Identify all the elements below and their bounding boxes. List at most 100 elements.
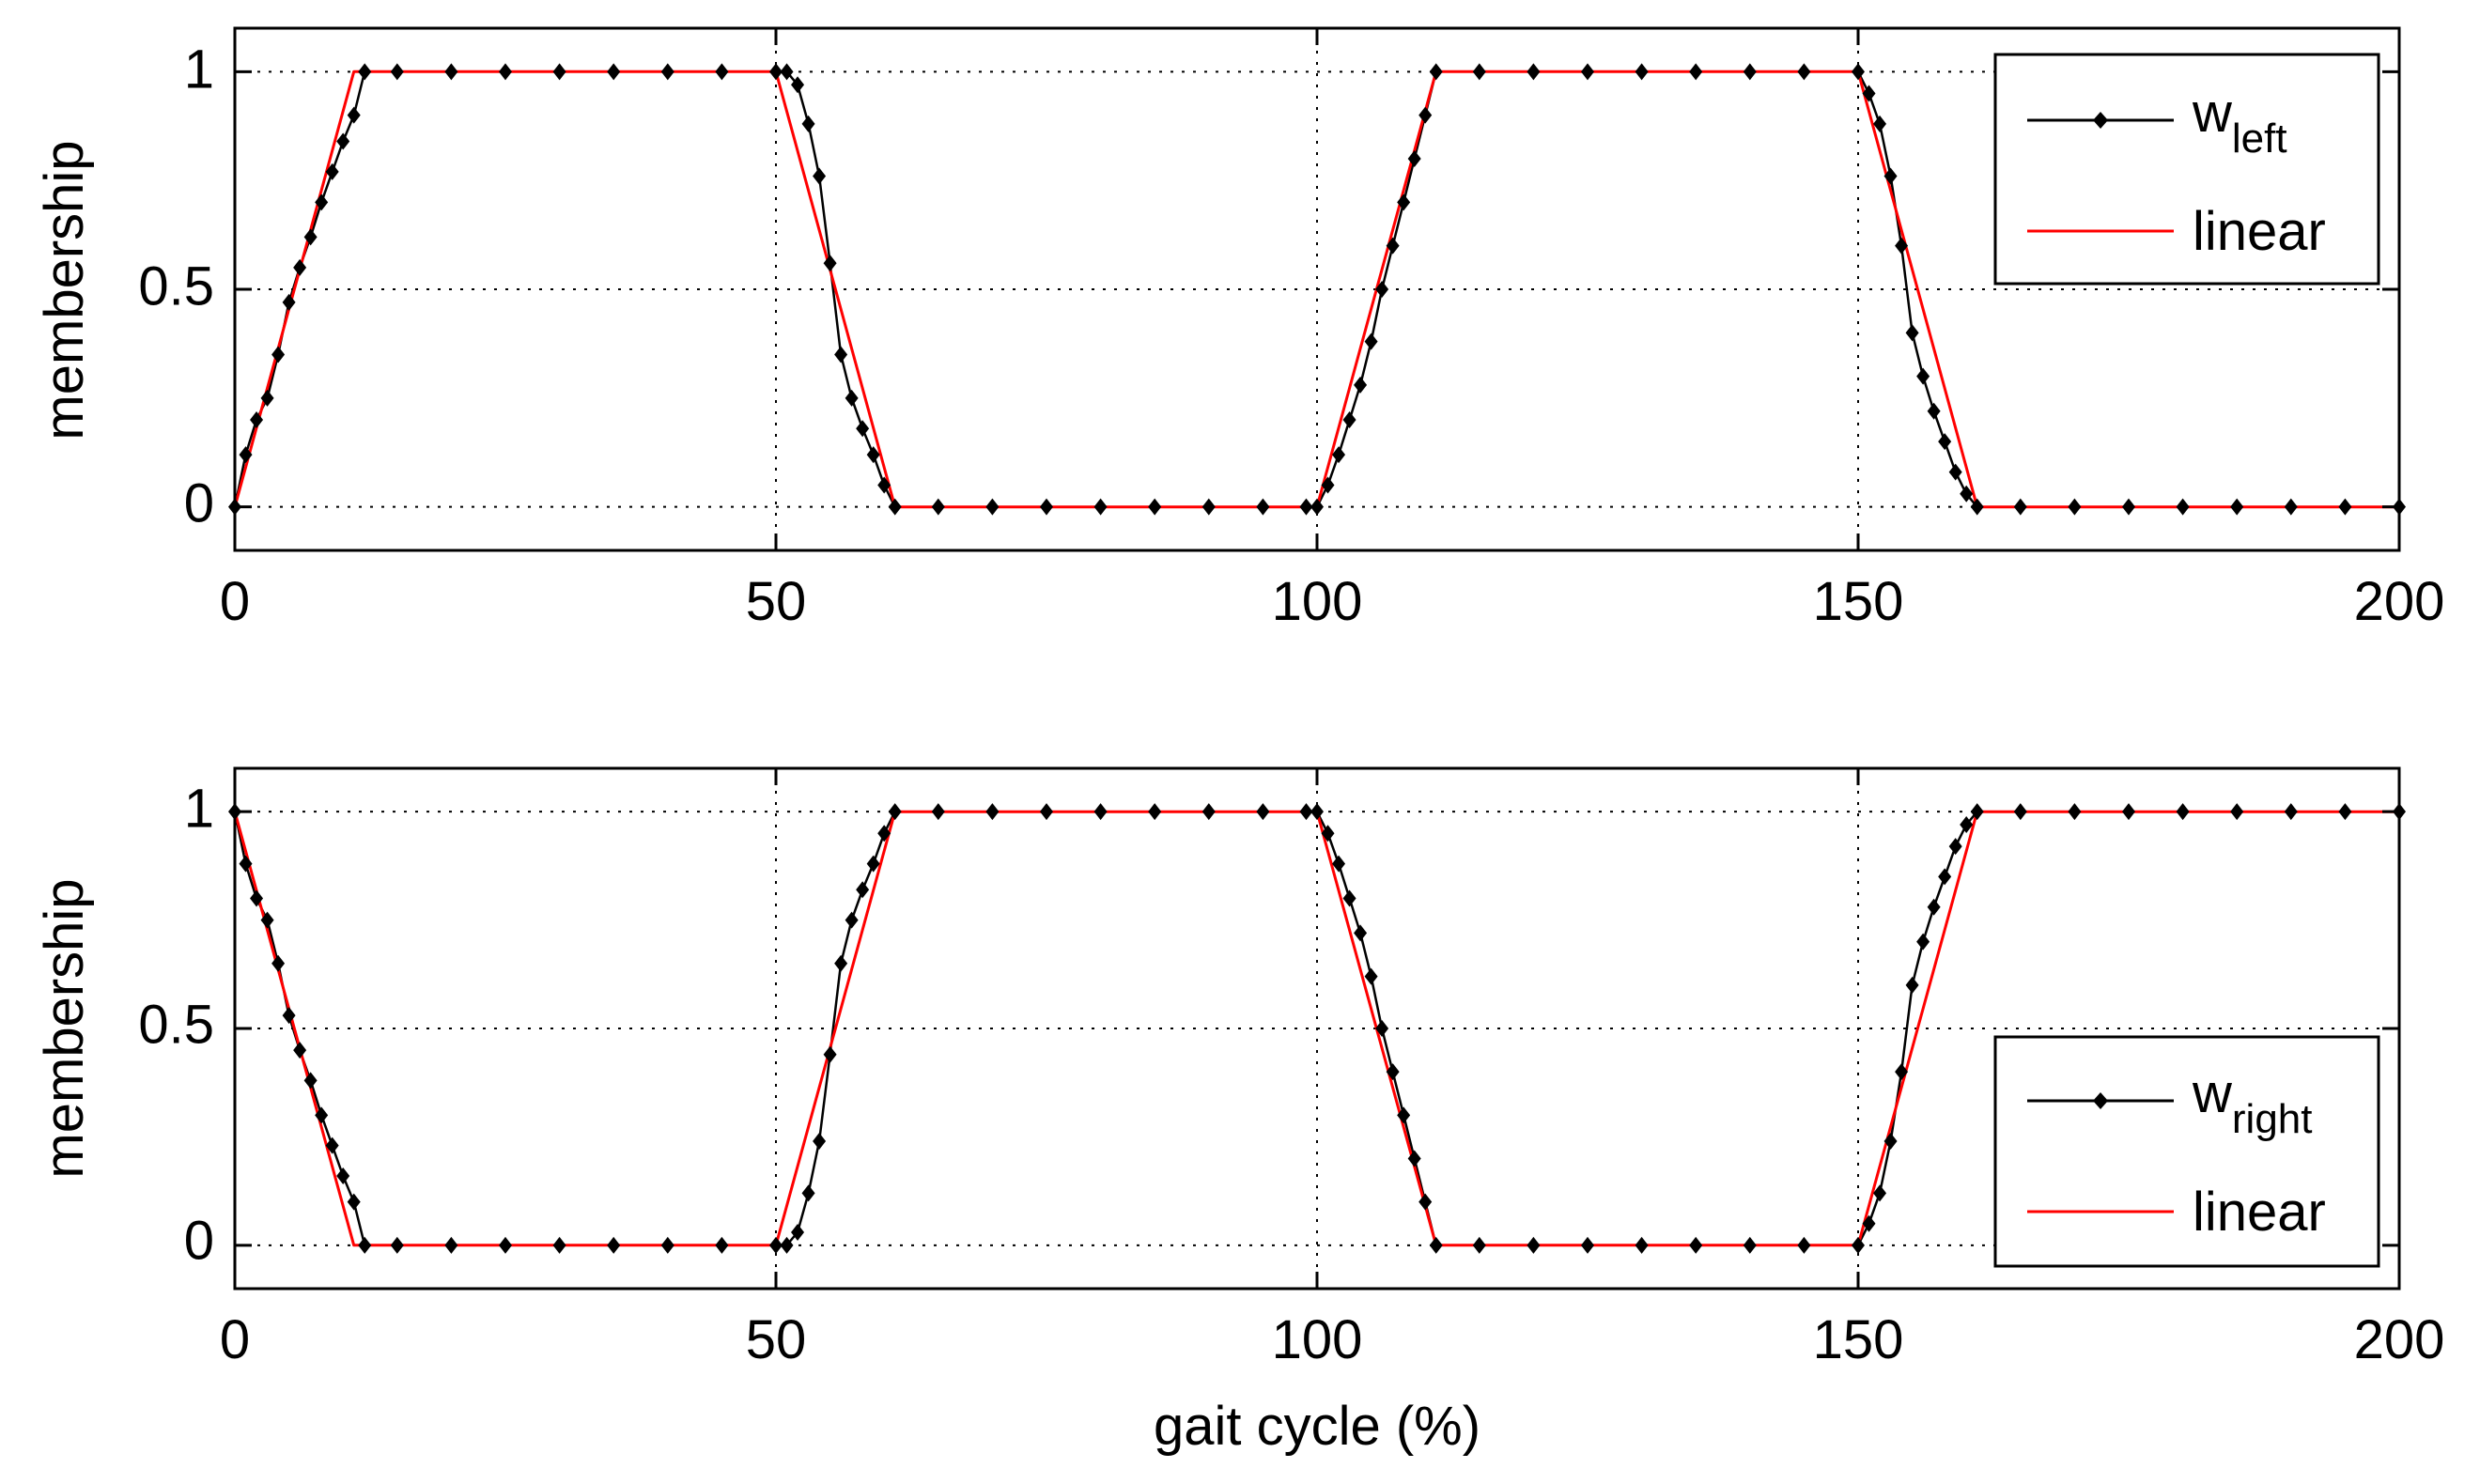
top-legend-box xyxy=(1993,53,2380,286)
top-x-tick-label: 100 xyxy=(1272,571,1363,632)
top-data-point-w-left xyxy=(1970,498,1984,516)
bottom-data-point-w-right xyxy=(1375,1020,1389,1037)
top-data-point-w-left xyxy=(239,446,253,464)
top-data-point-w-left xyxy=(2068,498,2082,516)
bottom-data-point-w-right xyxy=(325,1136,339,1154)
bottom-data-point-w-right xyxy=(1321,825,1335,842)
bottom-x-tick-label: 50 xyxy=(746,1309,807,1370)
bottom-data-point-w-right xyxy=(1386,1063,1400,1081)
x-axis-title: gait cycle (%) xyxy=(1154,1396,1480,1457)
top-data-point-w-left xyxy=(607,63,621,81)
bottom-data-point-w-right xyxy=(1407,1150,1421,1167)
bottom-data-point-w-right xyxy=(1905,976,1919,994)
top-data-point-w-left xyxy=(1689,63,1703,81)
bottom-legend-marker-diamond-icon xyxy=(2093,1092,2108,1109)
top-legend-label-linear: linear xyxy=(2193,201,2326,262)
top-data-point-w-left xyxy=(1332,446,1346,464)
bottom-data-point-w-right xyxy=(271,954,286,972)
top-data-point-w-left xyxy=(1527,63,1541,81)
top-data-point-w-left xyxy=(1635,63,1649,81)
bottom-data-point-w-right xyxy=(1743,1236,1757,1254)
top-data-point-w-left xyxy=(552,63,566,81)
bottom-data-point-w-right xyxy=(1040,803,1053,821)
top-x-tick-label: 200 xyxy=(2354,571,2445,632)
top-data-point-w-left xyxy=(1201,498,1216,516)
bottom-data-point-w-right xyxy=(499,1236,512,1254)
bottom-data-point-w-right xyxy=(791,1223,805,1241)
bottom-data-point-w-right xyxy=(888,803,902,821)
bottom-data-point-w-right xyxy=(1527,1236,1541,1254)
bottom-data-point-w-right xyxy=(834,954,848,972)
bottom-data-point-w-right xyxy=(845,911,859,929)
top-data-point-w-left xyxy=(390,63,404,81)
bottom-data-point-w-right xyxy=(1938,868,1952,886)
bottom-data-point-w-right xyxy=(877,825,891,842)
top-data-point-w-left xyxy=(2013,498,2027,516)
top-data-point-w-left xyxy=(347,106,361,124)
bottom-data-point-w-right xyxy=(607,1236,621,1254)
top-data-point-w-left xyxy=(2338,498,2352,516)
top-x-tick-label: 150 xyxy=(1813,571,1904,632)
bottom-data-point-w-right xyxy=(1895,1063,1909,1081)
bottom-data-point-w-right xyxy=(1581,1236,1594,1254)
bottom-y-axis-title: membership xyxy=(34,878,95,1178)
top-data-point-w-left xyxy=(1852,63,1865,81)
bottom-data-point-w-right xyxy=(823,1045,837,1063)
bottom-data-point-w-right xyxy=(1310,803,1324,821)
top-y-tick-label: 0.5 xyxy=(138,255,214,317)
top-data-point-w-left xyxy=(715,63,729,81)
bottom-data-point-w-right xyxy=(293,1042,307,1059)
bottom-data-point-w-right xyxy=(1948,838,1962,856)
bottom-legend-box xyxy=(1993,1035,2380,1268)
top-data-point-w-left xyxy=(1797,63,1811,81)
bottom-x-tick-label: 150 xyxy=(1813,1309,1904,1370)
bottom-data-point-w-right xyxy=(2230,803,2244,821)
bottom-data-point-w-right xyxy=(931,803,945,821)
top-data-point-w-left xyxy=(1342,411,1356,428)
top-data-point-w-left xyxy=(293,258,307,276)
top-data-point-w-left xyxy=(315,193,329,211)
bottom-data-point-w-right xyxy=(315,1106,329,1124)
bottom-data-point-w-right xyxy=(1852,1236,1865,1254)
bottom-data-point-w-right xyxy=(1256,803,1270,821)
top-data-point-w-left xyxy=(1040,498,1053,516)
bottom-legend: wright linear xyxy=(1993,1035,2380,1268)
top-data-point-w-left xyxy=(325,162,339,180)
bottom-data-point-w-right xyxy=(260,911,274,929)
bottom-data-point-w-right xyxy=(1635,1236,1649,1254)
top-data-point-w-left xyxy=(1148,498,1162,516)
bottom-data-point-w-right xyxy=(552,1236,566,1254)
top-data-point-w-left xyxy=(985,498,1000,516)
bottom-data-point-w-right xyxy=(985,803,1000,821)
bottom-data-point-w-right xyxy=(250,889,264,907)
bottom-data-point-w-right xyxy=(660,1236,674,1254)
top-data-point-w-left xyxy=(823,255,837,272)
top-data-point-w-left xyxy=(1321,476,1335,494)
bottom-data-point-w-right xyxy=(1429,1236,1443,1254)
bottom-data-point-w-right xyxy=(1862,1214,1876,1232)
bottom-data-point-w-right xyxy=(801,1184,815,1202)
bottom-legend-label-w-right: wright xyxy=(2192,1063,2312,1142)
top-data-point-w-left xyxy=(1093,498,1108,516)
bottom-axis-ticks xyxy=(233,768,2401,1289)
top-data-point-w-left xyxy=(1364,332,1378,350)
top-data-point-w-left xyxy=(813,167,827,185)
bottom-data-point-w-right xyxy=(1299,803,1313,821)
bottom-data-point-w-right xyxy=(866,855,880,873)
top-data-point-w-left xyxy=(856,420,870,438)
top-data-point-w-left xyxy=(877,476,891,494)
bottom-data-point-w-right xyxy=(444,1236,458,1254)
top-data-point-w-left xyxy=(1581,63,1594,81)
top-data-point-w-left xyxy=(1407,150,1421,167)
bottom-data-point-w-right xyxy=(1927,898,1941,916)
top-data-point-w-left xyxy=(1743,63,1757,81)
bottom-data-point-w-right xyxy=(769,1236,783,1254)
top-data-point-w-left xyxy=(2122,498,2135,516)
bottom-data-point-w-right xyxy=(1418,1193,1433,1211)
bottom-data-point-w-right xyxy=(390,1236,404,1254)
bottom-y-tick-label: 0 xyxy=(184,1210,214,1271)
bottom-data-point-w-right xyxy=(2068,803,2082,821)
top-data-point-w-left xyxy=(1472,63,1486,81)
top-data-point-w-left xyxy=(1429,63,1443,81)
bottom-data-point-w-right xyxy=(856,881,870,899)
